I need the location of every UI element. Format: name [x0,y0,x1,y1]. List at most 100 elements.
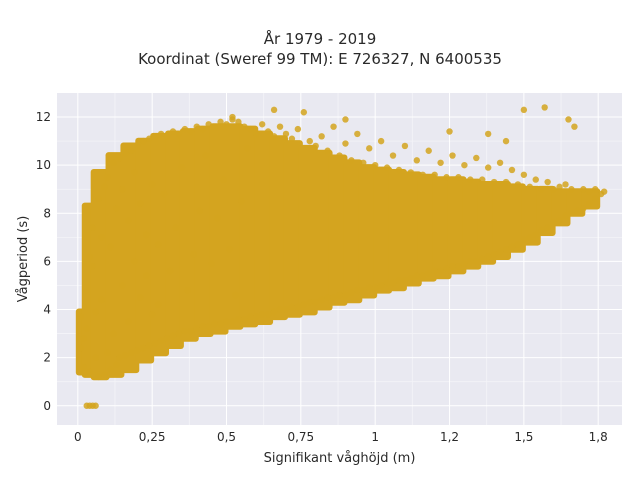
data-point [131,258,138,265]
data-point [163,335,171,342]
y-tick-label: 6 [43,254,51,268]
data-point [86,253,93,260]
data-point [541,104,548,111]
data-point [342,140,349,147]
data-point [354,287,361,294]
data-point [276,306,284,313]
data-point [288,135,296,142]
data-point [122,352,129,359]
data-point [532,231,539,239]
data-point [125,217,132,224]
data-point [178,164,186,171]
point-cloud-band [179,128,199,342]
data-point [354,130,361,138]
data-point [401,142,409,150]
data-point [229,318,236,325]
data-point [437,267,444,275]
data-point [377,137,385,145]
data-point [116,154,123,162]
data-point [193,325,200,332]
data-point [479,176,486,183]
data-point [366,145,373,152]
y-tick-label: 4 [43,303,51,317]
data-point [181,125,189,133]
data-point [145,135,153,142]
data-point [496,159,504,166]
data-point [128,349,135,357]
data-point [270,308,278,316]
point-cloud-band [328,154,348,306]
data-point [253,130,260,138]
chart-subtitle: Koordinat (Sweref 99 TM): E 726327, N 64… [138,50,502,68]
data-point [205,121,212,128]
y-tick-label: 12 [36,110,51,124]
data-point [92,308,99,316]
data-point [571,123,578,130]
point-cloud-band [507,183,526,253]
data-point [77,313,84,320]
data-point [169,332,177,340]
data-point [473,154,480,162]
data-point [92,354,99,361]
x-tick-label: 0 [74,430,82,444]
data-point [83,325,90,332]
data-point [148,311,156,318]
data-point [229,113,236,121]
data-point [550,186,557,193]
x-tick-label: 1,8 [589,430,608,444]
data-point [449,263,456,270]
data-point [232,291,239,299]
data-point [211,123,218,130]
data-point [455,174,462,181]
data-point [490,250,498,258]
data-point [348,157,355,164]
data-point [119,282,126,289]
data-point [247,313,254,320]
data-point [157,337,165,344]
point-cloud-band [209,123,229,335]
data-point [371,161,379,169]
data-point [538,226,545,234]
point-cloud-band [105,152,125,378]
data-point [199,323,206,330]
data-point [151,340,159,347]
data-point [223,318,230,325]
data-point [419,171,426,178]
data-point [160,190,168,198]
data-point [143,272,150,280]
x-tick-label: 1,5 [514,430,533,444]
data-point [565,116,572,123]
data-point [324,294,331,301]
data-point [187,327,195,335]
data-point [526,183,534,191]
data-point [98,234,105,241]
data-point [175,130,183,138]
data-point [526,234,534,241]
data-point [154,241,162,248]
data-point [389,152,397,159]
data-point [395,166,403,174]
data-point [508,166,516,174]
data-point [258,311,266,318]
data-point [336,152,343,159]
data-point [169,128,177,135]
data-point [157,130,165,138]
data-point [413,157,421,164]
data-point [166,267,174,275]
data-point [92,402,99,409]
data-point [306,299,313,306]
point-cloud-band [120,142,140,374]
data-point [600,188,608,195]
data-point [544,224,551,231]
point-cloud-band [521,185,541,246]
data-point [318,296,325,304]
data-point [86,368,93,376]
data-point [389,279,397,287]
data-point [366,284,373,292]
data-point [89,224,96,231]
data-point [172,224,180,231]
data-point [371,284,379,292]
data-point [145,342,153,349]
point-cloud-band [477,181,497,265]
point-cloud-band [388,168,407,292]
